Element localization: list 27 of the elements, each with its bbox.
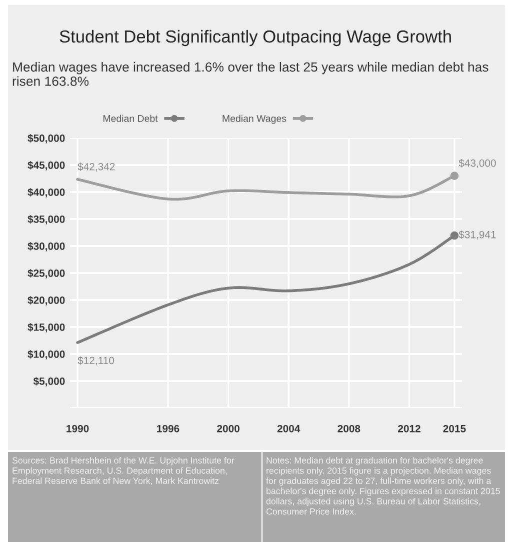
y-tick-label: $50,000 [28,134,65,144]
y-tick-label: $20,000 [28,296,65,306]
legend-label: Median Wages [222,114,286,124]
data-label: $31,941 [458,230,496,240]
y-tick-label: $30,000 [28,242,65,252]
chart-subtitle: Median wages have increased 1.6% over the last 25 years while median debt has risen 163.8% [12,62,488,86]
y-tick-label: $25,000 [28,269,65,278]
y-tick-label: $40,000 [28,188,65,198]
x-tick-label: 1996 [157,424,180,432]
x-tick-label: 2004 [277,424,300,432]
chart-title: Student Debt Significantly Outpacing Wage Growth [60,30,451,46]
y-tick-label: $15,000 [28,323,65,332]
y-tick-label: $10,000 [28,350,65,360]
y-tick-label: $35,000 [28,215,65,224]
x-tick-label: 2008 [338,424,360,432]
y-tick-label: $5,000 [33,377,65,386]
x-tick-label: 2012 [398,424,420,432]
data-label: $12,110 [78,356,114,366]
data-label: $43,000 [458,158,496,168]
x-tick-label: 2015 [443,424,466,432]
y-tick-label: $45,000 [28,161,65,170]
text: Notes: Median debt at graduation for bachelor's degree recipients only. 2015 figure is a projection. Median wages for graduates aged 22 to 27, full-time workers only, with a bachelor's degree only. Figures expressed in constant 2015 dollars, adjusted using U.S. Bureau of Labor Statistics, Consumer Price Index. [266,457,500,515]
source-note: Sources: Brad Hershbein of the W.E. Upjohn Institute for Employment Research, U.S. Department of Education, Federal Reserve Bank of New York, Mark Kantrowitz [12,457,234,486]
x-tick-label: 2000 [217,424,240,432]
x-tick-label: 1990 [66,424,89,432]
data-label: $42,342 [78,162,115,172]
legend-label: Median Debt [103,114,158,122]
